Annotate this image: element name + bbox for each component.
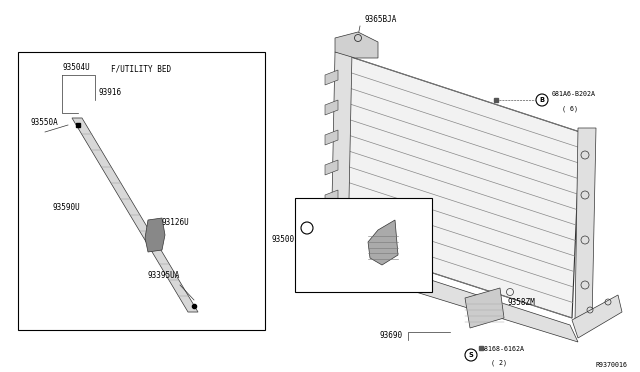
Polygon shape — [325, 70, 338, 85]
Polygon shape — [335, 32, 378, 58]
Text: 9382IM (RH): 9382IM (RH) — [305, 255, 349, 262]
Bar — [295, 198, 432, 292]
Polygon shape — [575, 128, 596, 322]
Polygon shape — [325, 190, 338, 205]
Polygon shape — [465, 288, 504, 328]
Text: 08168-6161A: 08168-6161A — [317, 219, 361, 225]
Text: S: S — [468, 352, 474, 358]
Polygon shape — [145, 218, 165, 252]
Polygon shape — [72, 118, 198, 312]
Text: 93504U: 93504U — [62, 63, 90, 72]
Polygon shape — [337, 55, 580, 318]
Text: 93550A: 93550A — [30, 118, 58, 127]
Text: R9370016: R9370016 — [596, 362, 628, 368]
Polygon shape — [325, 215, 338, 230]
Text: 9365BJA: 9365BJA — [365, 15, 397, 24]
Polygon shape — [325, 160, 338, 175]
Text: ( 6): ( 6) — [323, 232, 339, 238]
Text: B: B — [540, 97, 545, 103]
Text: 081A6-B202A: 081A6-B202A — [552, 91, 596, 97]
Text: 93126U: 93126U — [162, 218, 189, 227]
Text: ( 6): ( 6) — [562, 105, 578, 112]
Text: S: S — [305, 225, 309, 231]
Polygon shape — [325, 130, 338, 145]
Text: 93690: 93690 — [380, 331, 403, 340]
Text: 93500: 93500 — [272, 235, 295, 244]
Bar — [18, 52, 265, 330]
Text: 9358ZM: 9358ZM — [508, 298, 536, 307]
Text: 08168-6162A: 08168-6162A — [481, 346, 525, 352]
Text: 93395UA: 93395UA — [148, 271, 180, 280]
Polygon shape — [368, 220, 398, 265]
Text: ( 2): ( 2) — [491, 359, 507, 366]
Polygon shape — [331, 52, 352, 250]
Text: 93916: 93916 — [98, 88, 121, 97]
Polygon shape — [325, 100, 338, 115]
Polygon shape — [572, 295, 622, 338]
Text: 9382044: 9382044 — [305, 203, 337, 212]
Text: 93590U: 93590U — [52, 203, 80, 212]
Text: F/UTILITY BED: F/UTILITY BED — [111, 64, 172, 73]
Text: 9382IMAC(LH): 9382IMAC(LH) — [305, 267, 353, 273]
Polygon shape — [338, 250, 578, 342]
